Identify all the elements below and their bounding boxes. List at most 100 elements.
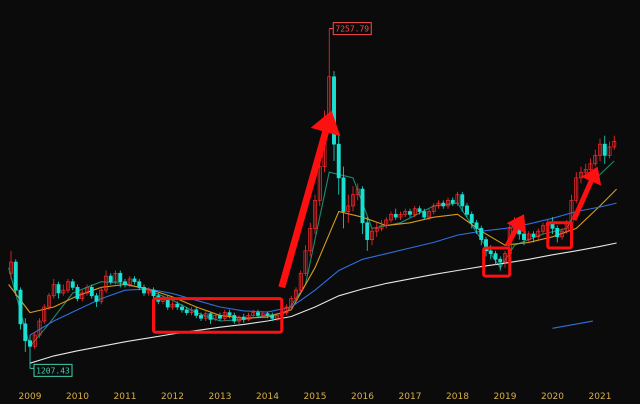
candle-up <box>61 289 66 294</box>
candle-up <box>189 309 194 313</box>
candle-up <box>588 163 593 170</box>
candle-down <box>422 211 427 218</box>
candle-up <box>455 194 460 204</box>
candle-down <box>479 228 484 240</box>
candle-down <box>256 312 260 316</box>
candle-up <box>237 316 241 322</box>
candle-up <box>246 315 251 320</box>
candle-up <box>284 306 289 313</box>
x-tick-label: 2016 <box>351 392 374 402</box>
candle-up <box>32 334 37 347</box>
x-tick-label: 2014 <box>256 392 279 402</box>
candle-down <box>555 228 560 238</box>
candle-down <box>241 316 246 320</box>
candle-up <box>374 228 379 232</box>
candle-up <box>37 320 42 336</box>
ma_long-line <box>29 242 617 364</box>
candle-up <box>593 155 598 165</box>
candle-down <box>89 286 94 297</box>
rally-arrow-2020 <box>571 166 602 221</box>
rebound-arrow-2019 <box>505 214 527 247</box>
candle-down <box>417 208 422 212</box>
candle-down <box>13 261 18 291</box>
candle-up <box>612 140 617 148</box>
candle-up <box>526 233 531 240</box>
high-callout-label: 7257.79 <box>335 25 369 34</box>
candle-up <box>51 284 56 297</box>
candle-down <box>265 313 270 316</box>
candle-up <box>85 286 89 294</box>
candle-up <box>275 315 279 319</box>
candle-down <box>94 295 99 302</box>
candle-down <box>474 222 479 229</box>
x-tick-label: 2015 <box>304 392 327 402</box>
candle-up <box>47 295 51 308</box>
candle-up <box>355 188 360 196</box>
candle-down <box>108 275 113 283</box>
x-axis: 2009 2010 2011 2012 2013 2014 2015 2016 2017 2018… <box>19 392 612 402</box>
candle-down <box>336 143 341 179</box>
candle-down <box>175 303 180 308</box>
candle-up <box>113 272 118 283</box>
candle-up <box>317 166 322 201</box>
candle-up <box>607 146 612 156</box>
candle-up <box>436 202 441 207</box>
candle-up <box>146 289 151 294</box>
candle-down <box>441 202 446 207</box>
candle-up <box>251 312 256 316</box>
candle-down <box>522 233 526 240</box>
x-tick-label: 2021 <box>589 392 612 402</box>
candle-down <box>18 289 23 325</box>
candle-down <box>484 239 488 252</box>
candle-down <box>118 272 123 283</box>
candle-down <box>498 258 503 263</box>
x-tick-label: 2009 <box>19 392 42 402</box>
candle-down <box>23 323 28 342</box>
low-callout-label: 1207.43 <box>36 366 70 375</box>
candle-down <box>332 76 336 145</box>
low-callout-box <box>33 363 73 377</box>
candle-up <box>346 205 351 212</box>
candle-up <box>222 312 227 319</box>
stray-segment-line <box>552 320 593 329</box>
candle-up <box>9 261 13 274</box>
candle-up <box>384 219 389 226</box>
candle-down <box>132 278 137 283</box>
dip-box-2019 <box>482 246 512 278</box>
candle-down <box>28 340 32 347</box>
candle-up <box>579 171 583 179</box>
candle-up <box>351 194 355 207</box>
candle-up <box>127 278 132 285</box>
high-callout-box <box>332 22 372 36</box>
candle-up <box>536 230 541 238</box>
candle-up <box>104 275 108 291</box>
candle-up <box>170 303 175 308</box>
candle-down <box>232 315 237 322</box>
candle-down <box>393 213 398 218</box>
candle-up <box>574 177 579 201</box>
rally-arrow-2015 <box>278 110 341 289</box>
candle-down <box>180 306 184 311</box>
candle-down <box>450 199 455 204</box>
candle-up <box>403 211 408 215</box>
candle-down <box>218 315 222 319</box>
x-tick-label: 2010 <box>66 392 89 402</box>
candle-up <box>379 225 384 229</box>
candle-up <box>598 143 602 156</box>
candle-up <box>260 313 265 316</box>
x-tick-label: 2011 <box>114 392 137 402</box>
candle-up <box>446 199 450 207</box>
candle-up <box>503 253 507 263</box>
candle-up <box>42 306 47 322</box>
candle-down <box>123 281 127 285</box>
candle-up <box>213 315 218 320</box>
candle-down <box>365 222 370 240</box>
candle-down <box>142 286 146 294</box>
x-tick-label: 2017 <box>399 392 422 402</box>
candle-down <box>75 286 80 299</box>
annotations <box>152 110 602 334</box>
candle-up <box>289 298 294 308</box>
candle-up <box>431 205 436 212</box>
